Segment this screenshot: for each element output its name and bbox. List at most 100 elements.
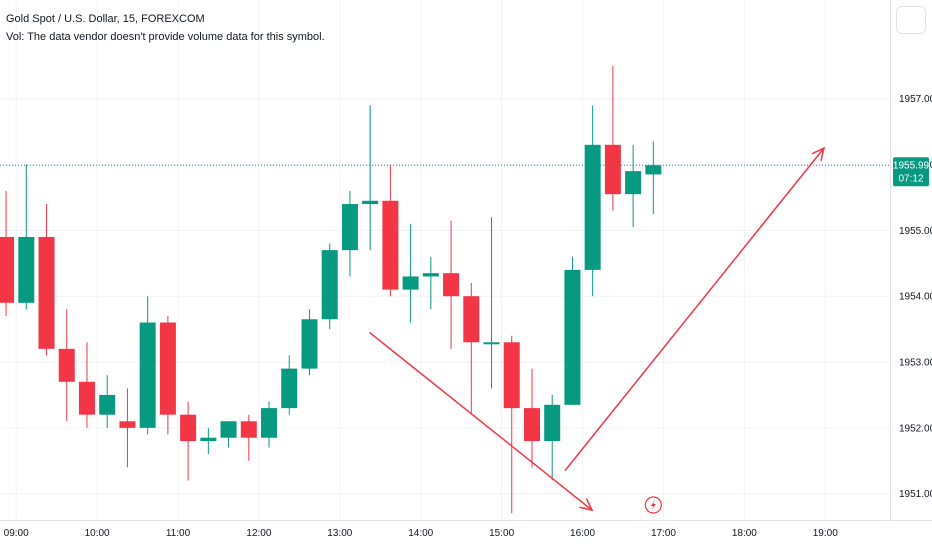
candle-body bbox=[503, 342, 520, 409]
candle-body bbox=[584, 144, 601, 270]
time-tick-label: 15:00 bbox=[489, 528, 514, 539]
candle-body bbox=[200, 437, 217, 442]
candle bbox=[523, 368, 540, 468]
candle bbox=[281, 355, 298, 415]
candle bbox=[180, 401, 197, 481]
candle bbox=[139, 296, 156, 435]
price-tick-label: 1951.00 bbox=[899, 489, 932, 500]
candle bbox=[119, 388, 136, 468]
candle bbox=[604, 65, 621, 211]
candle-body bbox=[402, 276, 419, 290]
candle bbox=[483, 217, 500, 389]
candle-body bbox=[483, 342, 500, 345]
price-axis[interactable]: 1951.001952.001953.001954.001955.001956.… bbox=[899, 94, 932, 500]
candle bbox=[0, 190, 15, 316]
bar-countdown: 07:12 bbox=[898, 174, 923, 185]
lightning-icon-circle bbox=[644, 496, 662, 514]
trend-arrow bbox=[564, 146, 826, 472]
candle-body bbox=[38, 236, 55, 349]
candle bbox=[200, 427, 217, 455]
candle bbox=[321, 243, 338, 330]
candle-body bbox=[604, 144, 621, 195]
time-tick-label: 10:00 bbox=[85, 528, 110, 539]
time-tick-label: 12:00 bbox=[246, 528, 271, 539]
candle-body bbox=[58, 348, 75, 382]
candle-body bbox=[180, 414, 197, 442]
volume-notice: Vol: The data vendor doesn't provide vol… bbox=[6, 31, 325, 43]
candle-body bbox=[544, 404, 561, 442]
time-tick-label: 14:00 bbox=[408, 528, 433, 539]
candle-body bbox=[564, 269, 581, 405]
candle bbox=[18, 164, 35, 310]
trend-arrow-line bbox=[369, 331, 593, 511]
candle bbox=[261, 401, 278, 448]
candle bbox=[362, 105, 379, 251]
candle bbox=[58, 309, 75, 422]
candle bbox=[382, 164, 399, 297]
candle-body bbox=[220, 421, 237, 438]
lightning-icon[interactable] bbox=[644, 496, 662, 514]
current-price-tag-bg bbox=[893, 157, 929, 187]
time-tick-label: 19:00 bbox=[813, 528, 838, 539]
candle-body bbox=[463, 296, 480, 343]
candles bbox=[0, 65, 662, 514]
candle bbox=[463, 283, 480, 415]
chart-legend: Gold Spot / U.S. Dollar, 15, FOREXCOM Vo… bbox=[6, 10, 325, 46]
candle bbox=[159, 315, 176, 435]
candle bbox=[240, 414, 257, 461]
candle bbox=[301, 309, 318, 376]
trend-arrow-head bbox=[579, 498, 594, 512]
candle bbox=[645, 141, 662, 214]
time-tick-label: 17:00 bbox=[651, 528, 676, 539]
time-tick-label: 11:00 bbox=[166, 528, 191, 539]
candle bbox=[341, 190, 358, 277]
trend-arrow bbox=[369, 331, 594, 512]
candle-body bbox=[382, 200, 399, 290]
candle-body bbox=[301, 319, 318, 369]
trend-arrows[interactable] bbox=[369, 146, 826, 512]
time-tick-label: 16:00 bbox=[570, 528, 595, 539]
trend-arrow-line bbox=[564, 147, 825, 472]
candle bbox=[422, 256, 439, 310]
candle-body bbox=[240, 421, 257, 438]
candle-body bbox=[422, 273, 439, 277]
candle-body bbox=[443, 273, 460, 297]
grid bbox=[0, 0, 890, 520]
candle-body bbox=[18, 236, 35, 303]
price-tick-label: 1953.00 bbox=[899, 358, 932, 369]
current-price-label: 1955.99 bbox=[893, 161, 930, 172]
symbol-title[interactable]: Gold Spot / U.S. Dollar, 15, FOREXCOM bbox=[6, 13, 205, 25]
candle-body bbox=[645, 165, 662, 175]
candle bbox=[220, 421, 237, 448]
trend-arrow-head bbox=[811, 146, 826, 161]
price-tick-label: 1952.00 bbox=[899, 423, 932, 434]
candle-body bbox=[139, 322, 156, 428]
candle bbox=[78, 342, 95, 428]
chart-settings-button[interactable] bbox=[896, 6, 926, 34]
time-tick-label: 09:00 bbox=[4, 528, 29, 539]
candle-body bbox=[78, 381, 95, 415]
candle-body bbox=[119, 421, 136, 428]
candle bbox=[402, 223, 419, 323]
candle bbox=[625, 144, 642, 228]
price-tick-label: 1954.00 bbox=[899, 292, 932, 303]
candle-body bbox=[0, 236, 15, 303]
candle bbox=[503, 335, 520, 514]
lightning-icon-bolt bbox=[650, 500, 656, 510]
price-tick-label: 1955.00 bbox=[899, 226, 932, 237]
candle bbox=[544, 394, 561, 481]
candle-body bbox=[159, 322, 176, 415]
candle-body bbox=[321, 250, 338, 320]
current-price-tag: 1955.99 07:12 bbox=[893, 157, 930, 187]
candle-body bbox=[99, 394, 116, 415]
candle bbox=[38, 204, 55, 356]
time-axis[interactable]: 09:00 10:00 11:00 12:00 13:00 14:00 15:00 16:00… bbox=[4, 528, 839, 539]
candle bbox=[99, 375, 116, 428]
candle-body bbox=[341, 204, 358, 251]
time-tick-label: 13:00 bbox=[327, 528, 352, 539]
candle-body bbox=[261, 408, 278, 438]
candle-body bbox=[625, 171, 642, 195]
candle-body bbox=[281, 368, 298, 409]
candle-body bbox=[362, 200, 379, 205]
